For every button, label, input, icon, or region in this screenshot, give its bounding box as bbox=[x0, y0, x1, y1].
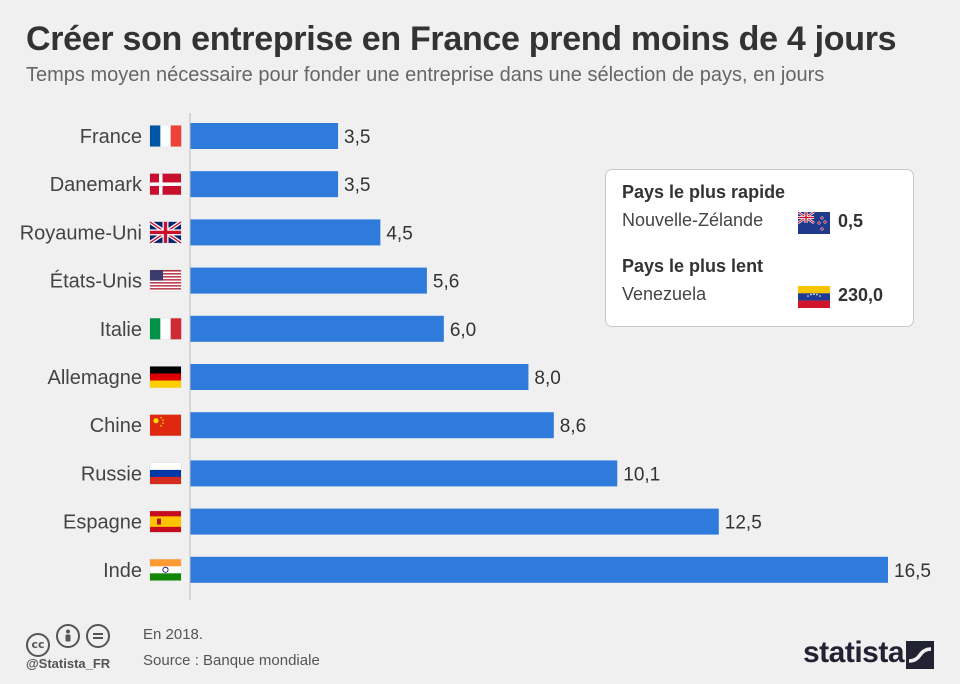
bar bbox=[190, 123, 339, 149]
category-label: États-Unis bbox=[50, 270, 142, 293]
fastest-country: Nouvelle-Zélande bbox=[622, 210, 764, 230]
flag-uk-icon bbox=[148, 220, 183, 245]
social-handle: @Statista_FR bbox=[26, 656, 111, 671]
fastest-value: 0,5 bbox=[838, 211, 864, 231]
value-label: 3,5 bbox=[344, 175, 370, 196]
bar bbox=[190, 508, 719, 535]
brand-logo-text[interactable]: statista bbox=[803, 636, 905, 669]
flag-denmark-icon bbox=[149, 173, 182, 196]
flag-italy-icon bbox=[149, 317, 182, 340]
value-label: 3,5 bbox=[344, 127, 370, 148]
license-icons: cc bbox=[26, 624, 116, 657]
no-derivatives-icon bbox=[86, 624, 110, 648]
category-label: Russie bbox=[81, 463, 142, 485]
bar bbox=[190, 267, 427, 294]
category-label: Allemagne bbox=[47, 367, 142, 389]
value-label: 8,6 bbox=[560, 416, 586, 437]
flag-france-icon bbox=[149, 125, 182, 147]
slowest-value: 230,0 bbox=[838, 285, 884, 305]
slowest-heading: Pays le plus lent bbox=[622, 256, 764, 276]
info-box: Pays le plus rapide Nouvelle-Zélande 0,5… bbox=[605, 169, 914, 327]
source-note: Source : Banque mondiale bbox=[143, 652, 320, 669]
bar-chart: France 3,5 Danemark 3,5 Royaume-Uni 4,5 États-… bbox=[20, 113, 931, 600]
chart-title: Créer son entreprise en France prend moi… bbox=[26, 20, 897, 58]
flag-germany-icon bbox=[149, 366, 182, 388]
bar bbox=[190, 460, 618, 487]
fastest-row: Nouvelle-Zélande 0,5 bbox=[622, 208, 897, 238]
category-label: Italie bbox=[100, 319, 142, 341]
bar-row: Russie 10,1 bbox=[81, 460, 660, 487]
category-label: Espagne bbox=[63, 512, 142, 534]
value-label: 10,1 bbox=[623, 464, 660, 485]
bar-row: Inde 16,5 bbox=[103, 556, 931, 583]
bar-row: Italie 6,0 bbox=[100, 315, 476, 342]
bar bbox=[190, 219, 381, 246]
category-label: Chine bbox=[90, 415, 142, 437]
bar-row: Danemark 3,5 bbox=[50, 171, 370, 198]
flag-usa-icon bbox=[149, 269, 182, 292]
venezuela-flag-icon bbox=[798, 286, 830, 308]
bar-row: Royaume-Uni 4,5 bbox=[20, 219, 413, 246]
slowest-row: Venezuela 230,0 bbox=[622, 282, 897, 312]
category-label: Inde bbox=[103, 560, 142, 582]
bar bbox=[190, 556, 888, 583]
category-label: France bbox=[80, 126, 142, 148]
value-label: 16,5 bbox=[894, 561, 931, 582]
category-label: Danemark bbox=[50, 174, 143, 196]
bar-row: États-Unis 5,6 bbox=[50, 267, 459, 294]
bar-row: Chine 8,6 bbox=[90, 412, 586, 439]
value-label: 12,5 bbox=[725, 513, 762, 534]
flag-spain-icon bbox=[149, 510, 182, 533]
value-label: 4,5 bbox=[386, 223, 412, 244]
bar-row: France 3,5 bbox=[80, 123, 370, 149]
attribution-icon bbox=[56, 624, 80, 648]
value-label: 5,6 bbox=[433, 272, 459, 293]
flag-china-icon bbox=[149, 414, 182, 437]
bar bbox=[190, 364, 529, 390]
bar bbox=[190, 412, 554, 439]
value-label: 8,0 bbox=[534, 368, 560, 389]
bar bbox=[190, 171, 339, 198]
new-zealand-flag-icon bbox=[798, 212, 830, 234]
category-label: Royaume-Uni bbox=[20, 222, 142, 244]
flag-russia-icon bbox=[149, 462, 182, 485]
creative-commons-icon: cc bbox=[26, 633, 50, 657]
footnote: En 2018. bbox=[143, 626, 204, 643]
bar bbox=[190, 315, 444, 342]
bar-row: Espagne 12,5 bbox=[63, 508, 762, 535]
statista-logo-icon[interactable] bbox=[906, 641, 934, 669]
fastest-heading: Pays le plus rapide bbox=[622, 182, 786, 202]
slowest-country: Venezuela bbox=[622, 284, 707, 304]
bar-row: Allemagne 8,0 bbox=[47, 364, 561, 390]
value-label: 6,0 bbox=[450, 320, 476, 341]
flag-india-icon bbox=[149, 558, 182, 581]
chart-subtitle: Temps moyen nécessaire pour fonder une e… bbox=[26, 64, 825, 86]
